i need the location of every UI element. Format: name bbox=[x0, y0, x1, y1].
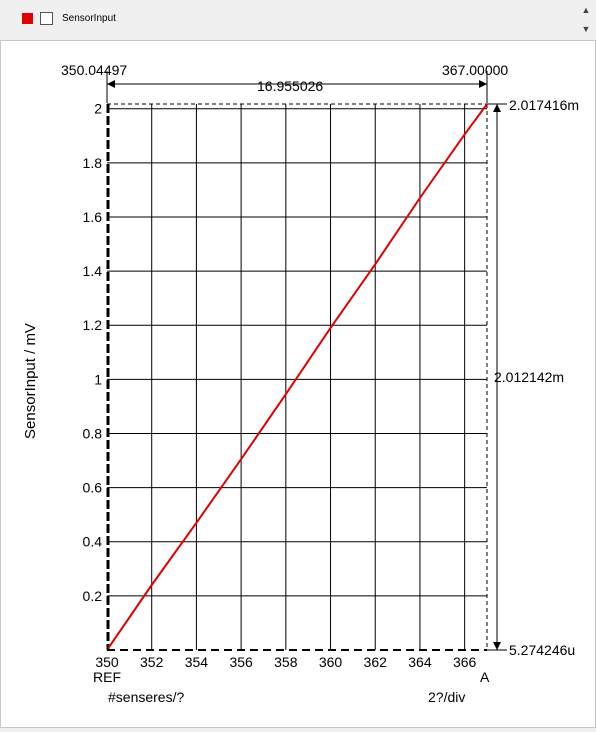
y-tick-label: 1.6 bbox=[83, 209, 103, 225]
x-tick-label: 354 bbox=[185, 654, 209, 670]
x-tick-label: 358 bbox=[274, 654, 298, 670]
tick-labels: 350 352 354 356 358 360 362 364 366 0.2 0.4 0.6 0.8 1… bbox=[83, 101, 477, 670]
x-unit-caption: #senseres/? bbox=[108, 689, 184, 705]
y-tick-label: 1 bbox=[94, 371, 102, 387]
legend-toolbar: SensorInput ▲ ▼ bbox=[0, 0, 596, 41]
y-tick-label: 2 bbox=[94, 101, 102, 117]
chart-svg: 350 352 354 356 358 360 362 364 366 0.2 0.4 0.6 0.8 1… bbox=[22, 62, 579, 705]
delta-x-arrowhead-left bbox=[107, 80, 115, 88]
series-legend-label: SensorInput bbox=[62, 13, 116, 24]
chevron-up-icon[interactable]: ▲ bbox=[581, 5, 591, 15]
div-caption: 2?/div bbox=[428, 689, 465, 705]
x-tick-label: 362 bbox=[364, 654, 388, 670]
chevron-down-icon[interactable]: ▼ bbox=[581, 24, 591, 34]
ref-caption: REF bbox=[93, 669, 121, 685]
delta-y-arrowhead-top bbox=[493, 104, 501, 112]
series-line bbox=[107, 103, 488, 650]
cursor-delta-x: 16.955026 bbox=[257, 78, 323, 94]
series-layer bbox=[107, 103, 488, 650]
y-tick-label: 0.2 bbox=[83, 588, 103, 604]
cursor-left-value: 350.04497 bbox=[61, 62, 127, 78]
x-tick-label: 350 bbox=[95, 654, 119, 670]
x-tick-label: 366 bbox=[453, 654, 477, 670]
y-tick-label: 1.8 bbox=[83, 155, 103, 171]
y-axis-label: SensorInput / mV bbox=[22, 323, 39, 439]
x-tick-label: 352 bbox=[140, 654, 164, 670]
x-tick-label: 360 bbox=[319, 654, 343, 670]
cursor-annotations: 350.04497 367.00000 16.955026 2.017416m … bbox=[22, 62, 579, 705]
cursor-delta-y: 2.012142m bbox=[494, 369, 564, 385]
cursor-bottom-value: 5.274246u bbox=[509, 642, 575, 658]
cursor-right-value: 367.00000 bbox=[442, 62, 508, 78]
series-color-swatch[interactable] bbox=[22, 13, 33, 24]
cursor-dashed-lines bbox=[106, 71, 507, 651]
y-tick-label: 1.2 bbox=[83, 317, 103, 333]
y-tick-label: 1.4 bbox=[83, 263, 103, 279]
delta-y-arrowhead-bottom bbox=[493, 642, 501, 650]
cursor-top-value: 2.017416m bbox=[509, 97, 579, 113]
y-tick-label: 0.8 bbox=[83, 425, 103, 441]
a-caption: A bbox=[480, 669, 490, 685]
plot-panel: 350 352 354 356 358 360 362 364 366 0.2 0.4 0.6 0.8 1… bbox=[0, 40, 596, 728]
y-tick-label: 0.4 bbox=[83, 534, 103, 550]
y-tick-label: 0.6 bbox=[83, 480, 103, 496]
series-visibility-checkbox[interactable] bbox=[40, 12, 53, 25]
x-tick-label: 364 bbox=[408, 654, 432, 670]
delta-x-arrowhead-right bbox=[479, 80, 487, 88]
x-tick-label: 356 bbox=[229, 654, 253, 670]
